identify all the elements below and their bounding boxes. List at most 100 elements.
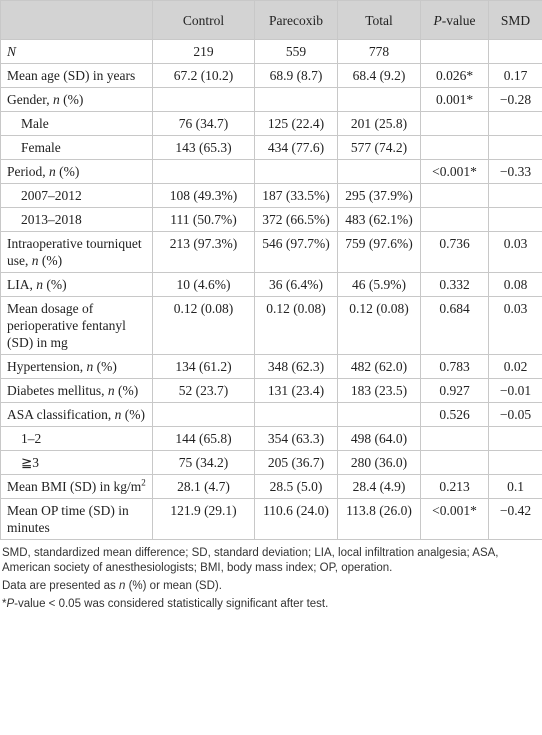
cell <box>488 450 542 475</box>
row-label: ≧3 <box>0 450 153 475</box>
cell-text: 483 (62.1%) <box>345 212 413 227</box>
italic-run: n <box>114 407 122 422</box>
cell-text: 295 (37.9%) <box>345 188 413 203</box>
italic-run: n <box>86 359 94 374</box>
cell-text: 0.332 <box>439 277 470 292</box>
table-body: N 219 559 778 Mean age (SD) in years 67.2 (10… <box>0 39 542 540</box>
cell: 10 (4.6%) <box>152 272 255 297</box>
table: Control Parecoxib Total P-value SMD N 219 559 7… <box>0 0 542 540</box>
cell: 76 (34.7) <box>152 111 255 136</box>
header-cell <box>0 0 153 40</box>
italic-run: n <box>107 383 115 398</box>
text-run: (%) <box>59 92 84 107</box>
row-label: Mean BMI (SD) in kg/m2 <box>0 474 153 499</box>
cell: 110.6 (24.0) <box>254 498 338 540</box>
italic-run: n <box>52 92 60 107</box>
cell <box>337 402 421 427</box>
cell: −0.05 <box>488 402 542 427</box>
row-label: Period, n (%) <box>0 159 153 184</box>
row-label: Hypertension, n (%) <box>0 354 153 379</box>
cell-text: 348 (62.3) <box>267 359 325 374</box>
cell-text: 67.2 (10.2) <box>173 68 234 83</box>
header-row: Control Parecoxib Total P-value SMD <box>0 0 542 40</box>
cell: 778 <box>337 39 421 64</box>
cell: −0.42 <box>488 498 542 540</box>
cell-text: Mean age (SD) in years <box>7 68 136 83</box>
cell-text: 219 <box>193 44 214 59</box>
cell: 67.2 (10.2) <box>152 63 255 88</box>
cell <box>420 450 489 475</box>
cell-text: 111 (50.7%) <box>170 212 237 227</box>
cell-text: 205 (36.7) <box>267 455 325 470</box>
cell-text: −0.05 <box>499 407 532 422</box>
cell <box>488 39 542 64</box>
cell-text: 0.17 <box>503 68 528 83</box>
cell <box>152 87 255 112</box>
cell: 348 (62.3) <box>254 354 338 379</box>
cell-text: 108 (49.3%) <box>169 188 238 203</box>
cell: 111 (50.7%) <box>152 207 255 232</box>
cell: 0.02 <box>488 354 542 379</box>
table-row: Gender, n (%) 0.001* −0.28 <box>0 87 542 112</box>
cell: 559 <box>254 39 338 64</box>
italic-run: N <box>7 44 17 59</box>
table-row: 2013–2018 111 (50.7%) 372 (66.5%) 483 (62.1… <box>0 207 542 232</box>
header-cell: Parecoxib <box>254 0 338 40</box>
cell-text: 110.6 (24.0) <box>263 503 329 518</box>
cell-text: 482 (62.0) <box>350 359 408 374</box>
cell: 68.9 (8.7) <box>254 63 338 88</box>
cell <box>488 183 542 208</box>
text-run: (%) <box>114 383 139 398</box>
row-label: 2007–2012 <box>0 183 153 208</box>
cell-text: 28.5 (5.0) <box>269 479 323 494</box>
cell-text: <0.001* <box>432 164 477 179</box>
cell-text: Total <box>365 12 393 28</box>
cell <box>337 87 421 112</box>
table-row: Diabetes mellitus, n (%) 52 (23.7) 131 (23… <box>0 378 542 403</box>
cell <box>420 111 489 136</box>
text-run: LIA, <box>7 277 37 292</box>
cell-text: 52 (23.7) <box>178 383 229 398</box>
cell: 0.08 <box>488 272 542 297</box>
cell-text: 0.12 (0.08) <box>173 301 234 316</box>
cell: 144 (65.8) <box>152 426 255 451</box>
cell: 577 (74.2) <box>337 135 421 160</box>
table-row: Mean BMI (SD) in kg/m2 28.1 (4.7) 28.5 (5.… <box>0 474 542 499</box>
cell-text: 0.12 (0.08) <box>349 301 409 316</box>
cell <box>254 159 338 184</box>
cell: 0.001* <box>420 87 489 112</box>
cell <box>488 135 542 160</box>
table-row: Male 76 (34.7) 125 (22.4) 201 (25.8) <box>0 111 542 136</box>
row-label: 1–2 <box>0 426 153 451</box>
cell-text: 0.684 <box>439 301 470 316</box>
table-row: Mean dosage of perioperative fentanyl (S… <box>0 296 542 355</box>
table-row: 1–2 144 (65.8) 354 (63.3) 498 (64.0) <box>0 426 542 451</box>
cell: 0.12 (0.08) <box>152 296 255 355</box>
italic-run: n <box>119 580 126 592</box>
cell-text: 183 (23.5) <box>350 383 408 398</box>
row-label: Mean age (SD) in years <box>0 63 153 88</box>
cell-text: Mean OP time (SD) in minutes <box>7 503 129 535</box>
cell-text: 2013–2018 <box>21 212 82 227</box>
cell <box>420 207 489 232</box>
cell <box>420 135 489 160</box>
row-label: ASA classification, n (%) <box>0 402 153 427</box>
cell-text: 144 (65.8) <box>175 431 232 446</box>
text-run: (%) <box>121 407 145 422</box>
text-run: Gender, <box>7 92 53 107</box>
cell: 28.4 (4.9) <box>337 474 421 499</box>
cell: 372 (66.5%) <box>254 207 338 232</box>
header-cell: P-value <box>420 0 489 40</box>
row-label: Gender, n (%) <box>0 87 153 112</box>
cell-text: 187 (33.5%) <box>262 188 330 203</box>
text-run: (%) <box>38 253 63 268</box>
cell-text: 125 (22.4) <box>267 116 325 131</box>
cell-text: 131 (23.4) <box>267 383 325 398</box>
cell-text: −0.33 <box>499 164 532 179</box>
text-run: -value < 0.05 was considered statistical… <box>14 598 329 610</box>
cell: 0.17 <box>488 63 542 88</box>
cell: 113.8 (26.0) <box>337 498 421 540</box>
cell-text: 546 (97.7%) <box>262 236 330 251</box>
cell: 0.12 (0.08) <box>337 296 421 355</box>
cell: 0.03 <box>488 296 542 355</box>
